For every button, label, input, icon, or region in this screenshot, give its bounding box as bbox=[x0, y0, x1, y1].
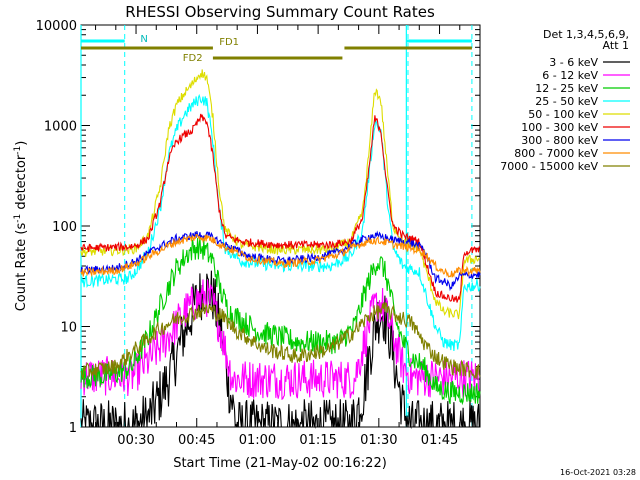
series-line-6 bbox=[80, 230, 481, 292]
y-tick-label-2: 100 bbox=[52, 220, 77, 235]
series-layer bbox=[80, 69, 481, 430]
x-tick-label-4: 01:30 bbox=[360, 433, 397, 448]
y-tick-label-3: 1000 bbox=[44, 120, 77, 135]
series-line-8 bbox=[80, 302, 481, 380]
legend-label-2: 12 - 25 keV bbox=[535, 82, 598, 95]
x-tick-label-1: 00:45 bbox=[178, 433, 215, 448]
x-tick-label-3: 01:15 bbox=[299, 433, 336, 448]
y-label-main: Count Rate (s bbox=[14, 223, 29, 312]
date-stamp: 16-Oct-2021 03:28 bbox=[560, 468, 636, 477]
legend-label-8: 7000 - 15000 keV bbox=[500, 160, 598, 173]
chart-title: RHESSI Observing Summary Count Rates bbox=[125, 3, 435, 21]
y-tick-label-1: 10 bbox=[60, 321, 77, 336]
y-label-end: ) bbox=[14, 141, 29, 146]
series-line-1 bbox=[80, 279, 481, 400]
legend-header-0: Det 1,3,4,5,6,9, bbox=[543, 28, 629, 41]
series-line-0 bbox=[80, 270, 481, 430]
legend-header-1: Att 1 bbox=[603, 39, 629, 52]
legend-label-1: 6 - 12 keV bbox=[542, 69, 598, 82]
y-tick-label-4: 10000 bbox=[36, 19, 77, 34]
series-line-3 bbox=[80, 93, 481, 352]
flag-mid-label: FD2 bbox=[183, 53, 203, 64]
x-axis-label: Start Time (21-May-02 00:16:22) bbox=[173, 456, 387, 471]
series-line-7 bbox=[80, 234, 481, 278]
y-axis-label: Count Rate (s-1 detector-1) bbox=[13, 141, 29, 312]
y-label-sup2: -1 bbox=[13, 146, 23, 155]
y-tick-label-0: 1 bbox=[69, 421, 77, 436]
status-bars: N FD1 FD2 bbox=[81, 34, 472, 64]
y-axis-ticks: 1 10 100 1000 10000 bbox=[36, 19, 480, 436]
legend-label-6: 300 - 800 keV bbox=[521, 134, 598, 147]
series-line-4 bbox=[80, 69, 481, 320]
y-label-sup1: -1 bbox=[13, 214, 23, 223]
x-tick-label-2: 01:00 bbox=[239, 433, 276, 448]
legend-label-3: 25 - 50 keV bbox=[535, 95, 598, 108]
x-tick-label-0: 00:30 bbox=[117, 433, 154, 448]
legend-label-5: 100 - 300 keV bbox=[521, 121, 598, 134]
legend-label-7: 800 - 7000 keV bbox=[514, 147, 598, 160]
attenuator-label: N bbox=[140, 34, 147, 45]
flag-top-label: FD1 bbox=[219, 37, 239, 48]
x-tick-label-5: 01:45 bbox=[421, 433, 458, 448]
y-label-mid: detector bbox=[14, 154, 29, 214]
legend-label-0: 3 - 6 keV bbox=[549, 56, 598, 69]
legend-label-4: 50 - 100 keV bbox=[528, 108, 598, 121]
